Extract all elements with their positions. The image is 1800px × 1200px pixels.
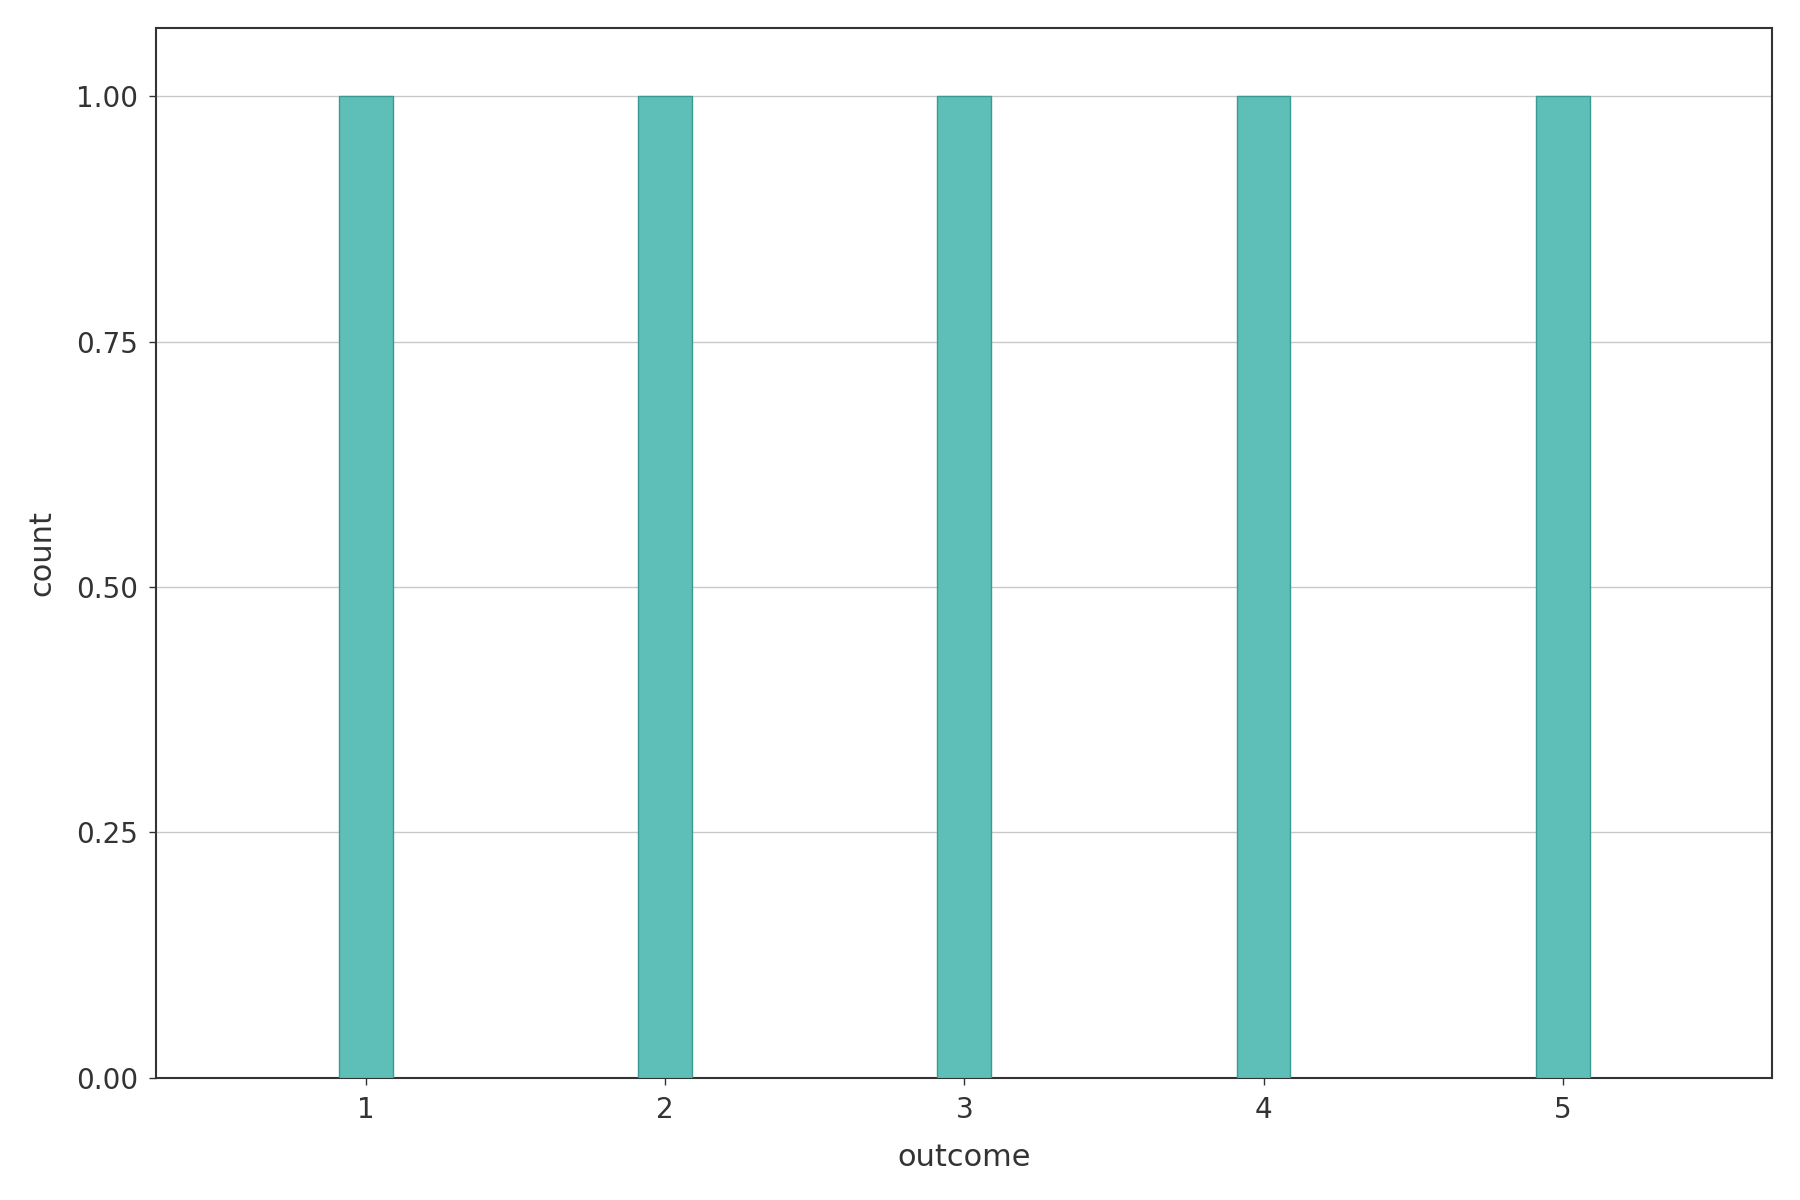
Bar	[1237, 96, 1291, 1078]
Bar	[1535, 96, 1589, 1078]
X-axis label: outcome: outcome	[898, 1144, 1031, 1172]
Y-axis label: count: count	[27, 510, 58, 595]
Bar	[338, 96, 392, 1078]
Bar	[639, 96, 691, 1078]
Bar	[938, 96, 992, 1078]
